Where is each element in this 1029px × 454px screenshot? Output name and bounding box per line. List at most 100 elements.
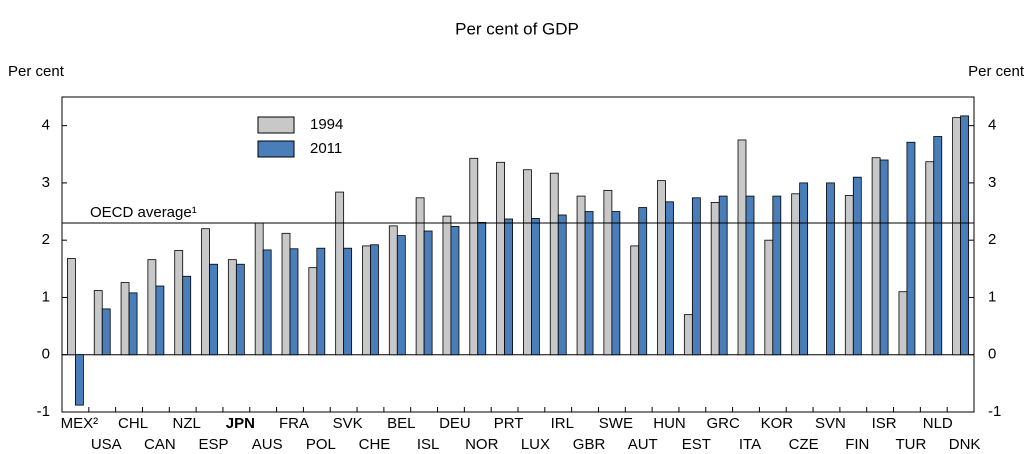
bar	[67, 258, 76, 356]
y-tick-label: -1	[37, 403, 50, 420]
x-tick-label: SVN	[815, 415, 846, 432]
bar	[557, 214, 567, 356]
x-tick-label: CHL	[118, 415, 148, 432]
x-tick-label: ITA	[739, 436, 761, 453]
bar	[504, 218, 513, 356]
bar	[396, 235, 406, 356]
y2-tick-label: -1	[988, 403, 1001, 420]
legend-swatch	[257, 140, 295, 158]
x-tick-label: POL	[306, 436, 336, 453]
bar	[128, 292, 138, 356]
bar	[335, 191, 345, 356]
bar	[718, 195, 728, 356]
bar	[308, 267, 318, 356]
bar	[657, 180, 666, 356]
x-tick-label: AUS	[252, 436, 283, 453]
y-tick-label: 4	[42, 117, 50, 134]
x-tick-label: LUX	[521, 436, 550, 453]
x-tick-label: FRA	[279, 415, 309, 432]
x-tick-label: ESP	[199, 436, 229, 453]
x-tick-label: CZE	[789, 436, 819, 453]
bar	[584, 211, 594, 356]
bar	[235, 263, 245, 356]
bar	[549, 172, 559, 356]
bar	[496, 161, 505, 356]
bar	[469, 157, 479, 356]
bar	[737, 139, 747, 356]
x-tick-label: USA	[91, 436, 122, 453]
x-tick-label: EST	[682, 436, 711, 453]
bar	[442, 215, 452, 356]
x-tick-label: DEU	[439, 415, 471, 432]
bar	[343, 247, 353, 356]
bar	[852, 176, 862, 356]
x-tick-label: DNK	[949, 436, 981, 453]
x-tick-label: CHE	[359, 436, 391, 453]
bar	[209, 263, 218, 356]
bar	[772, 195, 782, 356]
x-tick-label: JPN	[226, 415, 255, 432]
bar	[630, 245, 640, 356]
x-tick-label: KOR	[761, 415, 794, 432]
legend-label: 2011	[310, 140, 342, 157]
bar	[316, 247, 326, 356]
bar	[826, 182, 835, 356]
bar	[289, 248, 299, 356]
bar	[576, 195, 586, 356]
bar	[603, 189, 613, 356]
legend-swatch	[257, 116, 295, 134]
plot-frame	[61, 96, 975, 413]
bar	[933, 136, 943, 356]
y-tick-label: 1	[42, 288, 50, 305]
y-tick-label: 2	[42, 231, 50, 248]
bar	[960, 115, 969, 356]
bar	[638, 207, 648, 356]
x-tick-label: NLD	[923, 415, 953, 432]
legend-label: 1994	[310, 116, 343, 133]
chart-title: Per cent of GDP	[455, 19, 579, 38]
bar	[683, 314, 693, 356]
y2-tick-label: 1	[988, 288, 996, 305]
bar	[362, 245, 371, 356]
bar	[415, 197, 425, 356]
bar	[871, 157, 881, 356]
bar	[182, 275, 192, 356]
x-tick-label: BEL	[387, 415, 415, 432]
bar	[254, 222, 264, 356]
y2-tick-label: 0	[988, 346, 996, 363]
x-tick-label: NOR	[465, 436, 499, 453]
x-tick-label: ISL	[417, 436, 440, 453]
x-tick-label: GRC	[707, 415, 741, 432]
bar	[370, 244, 379, 356]
x-tick-label: GBR	[573, 436, 606, 453]
x-tick-label: CAN	[144, 436, 176, 453]
bar	[450, 226, 460, 356]
x-tick-label: SVK	[333, 415, 363, 432]
bar	[93, 290, 103, 356]
bar	[155, 285, 165, 356]
bar	[906, 141, 916, 356]
y2-tick-label: 4	[988, 117, 996, 134]
y2-tick-label: 3	[988, 174, 996, 191]
bar	[791, 193, 801, 356]
x-tick-label: IRL	[551, 415, 574, 432]
x-tick-label: HUN	[653, 415, 686, 432]
y-axis-label: Per cent	[8, 63, 65, 80]
bar	[281, 232, 291, 356]
y2-axis-label: Per cent	[968, 63, 1025, 80]
x-tick-label: SWE	[599, 415, 633, 432]
bar	[531, 218, 540, 356]
x-tick-label: MEX²	[61, 415, 99, 432]
bar	[745, 195, 755, 356]
bar	[388, 225, 398, 356]
bar	[262, 249, 272, 356]
bar	[898, 291, 908, 356]
bar	[523, 169, 532, 356]
x-tick-label: FIN	[845, 436, 869, 453]
bar	[611, 211, 621, 356]
annotation: OECD average¹	[90, 204, 197, 221]
bar	[477, 222, 487, 356]
bar	[227, 259, 237, 356]
